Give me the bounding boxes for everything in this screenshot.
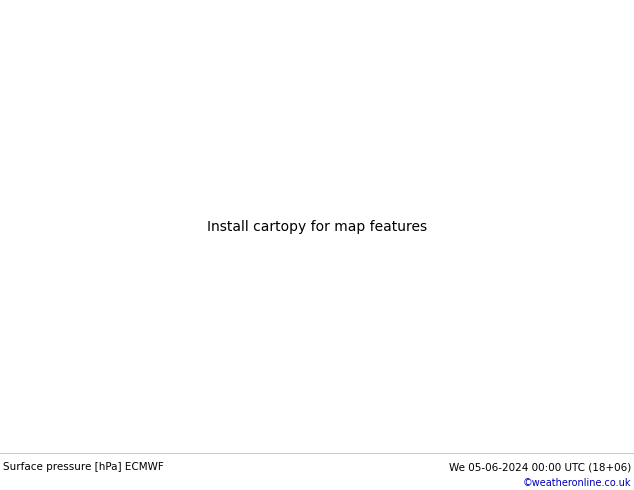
- Text: Surface pressure [hPa] ECMWF: Surface pressure [hPa] ECMWF: [3, 462, 164, 472]
- Text: Install cartopy for map features: Install cartopy for map features: [207, 220, 427, 234]
- Text: ©weatheronline.co.uk: ©weatheronline.co.uk: [522, 478, 631, 488]
- Text: We 05-06-2024 00:00 UTC (18+06): We 05-06-2024 00:00 UTC (18+06): [449, 462, 631, 472]
